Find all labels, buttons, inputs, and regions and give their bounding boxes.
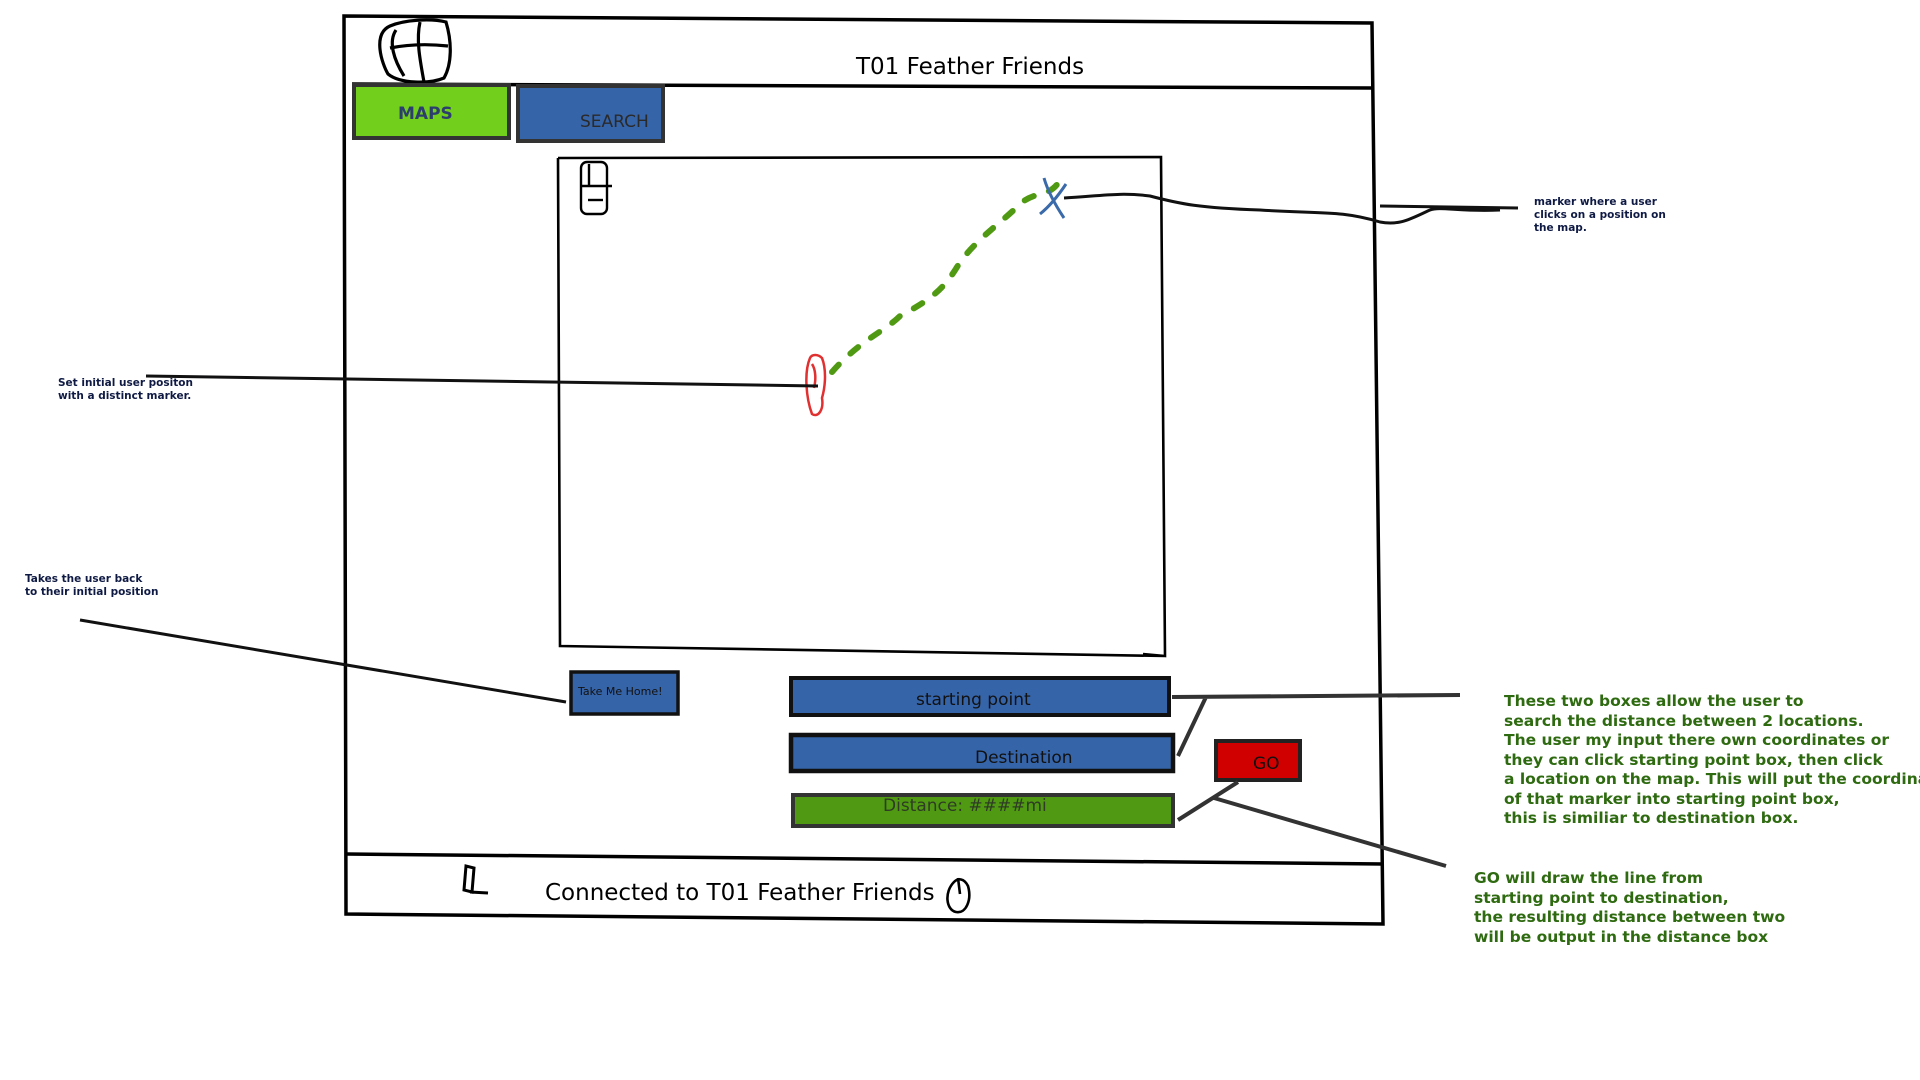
destination-input[interactable] [788, 732, 1176, 774]
starting-point-label[interactable]: starting point [916, 690, 1031, 710]
route-line [829, 177, 1063, 375]
status-text: Connected to T01 Feather Friends [545, 880, 935, 906]
go-button[interactable] [1214, 739, 1302, 782]
take-me-home-label[interactable]: Take Me Home! [578, 685, 663, 698]
map-panel[interactable] [556, 155, 1167, 658]
leader-go [1176, 780, 1447, 868]
clock-icon [946, 877, 971, 914]
annotation-initial-position: Set initial user positon with a distinct… [58, 377, 193, 402]
annotation-go: GO will draw the line from starting poin… [1474, 869, 1786, 946]
zoom-control-icon[interactable] [579, 160, 612, 216]
x-marker-icon[interactable] [1039, 177, 1068, 219]
annotation-leaders [79, 192, 1519, 704]
distance-label: Distance: ####mi [883, 796, 1047, 816]
page-title: T01 Feather Friends [856, 54, 1085, 80]
leader-home [79, 618, 567, 704]
destination-label[interactable]: Destination [975, 748, 1073, 768]
tab-maps[interactable] [352, 83, 511, 140]
annotation-marker: marker where a user clicks on a position… [1534, 196, 1666, 234]
distance-output [791, 793, 1175, 828]
window-frame [342, 14, 1385, 926]
footer-divider [345, 852, 1384, 866]
take-me-home-button[interactable] [569, 670, 680, 716]
starting-point-input[interactable] [789, 676, 1171, 717]
annotation-leaders-grey [1171, 693, 1461, 868]
globe-icon [378, 18, 452, 84]
leader-marker [1063, 192, 1519, 225]
annotation-home: Takes the user back to their initial pos… [25, 573, 159, 598]
tab-search[interactable] [516, 84, 665, 143]
leader-boxes [1171, 693, 1461, 757]
annotation-boxes: These two boxes allow the user to search… [1504, 692, 1920, 827]
leader-initial-position [145, 374, 819, 388]
go-label[interactable]: GO [1253, 754, 1280, 774]
user-icon [462, 864, 489, 895]
tab-search-label[interactable]: SEARCH [580, 112, 649, 132]
tab-maps-label[interactable]: MAPS [398, 104, 453, 124]
